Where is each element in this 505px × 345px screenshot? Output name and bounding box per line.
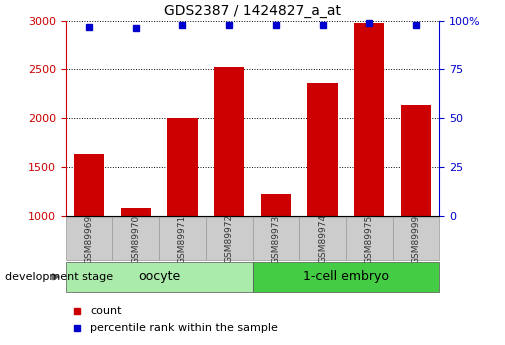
- Bar: [121, 208, 151, 216]
- Bar: [261, 194, 291, 216]
- Text: oocyte: oocyte: [138, 270, 180, 283]
- Bar: [74, 154, 104, 216]
- Text: GSM89971: GSM89971: [178, 214, 187, 264]
- Text: GSM89973: GSM89973: [271, 214, 280, 264]
- Bar: [354, 23, 384, 216]
- Bar: [252, 262, 439, 292]
- Text: development stage: development stage: [5, 272, 113, 282]
- Text: count: count: [90, 306, 121, 315]
- Bar: [299, 217, 346, 260]
- Bar: [159, 217, 206, 260]
- Title: GDS2387 / 1424827_a_at: GDS2387 / 1424827_a_at: [164, 4, 341, 18]
- Bar: [66, 217, 113, 260]
- Bar: [346, 217, 393, 260]
- Text: GSM89969: GSM89969: [84, 214, 93, 264]
- Bar: [66, 262, 252, 292]
- Bar: [252, 217, 299, 260]
- Bar: [393, 217, 439, 260]
- Bar: [308, 83, 338, 216]
- Bar: [167, 118, 197, 216]
- Bar: [401, 105, 431, 216]
- Bar: [113, 217, 159, 260]
- Bar: [214, 67, 244, 216]
- Text: 1-cell embryo: 1-cell embryo: [303, 270, 389, 283]
- Text: percentile rank within the sample: percentile rank within the sample: [90, 323, 278, 333]
- Text: GSM89975: GSM89975: [365, 214, 374, 264]
- Text: GSM89974: GSM89974: [318, 214, 327, 264]
- Text: GSM89972: GSM89972: [225, 214, 234, 264]
- Bar: [206, 217, 252, 260]
- Text: GSM89999: GSM89999: [412, 214, 421, 264]
- Text: GSM89970: GSM89970: [131, 214, 140, 264]
